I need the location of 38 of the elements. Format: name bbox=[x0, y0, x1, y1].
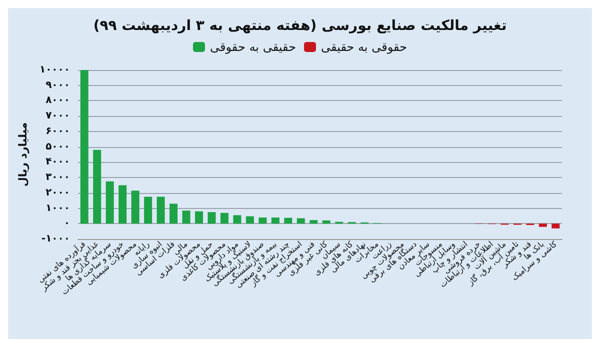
chart-title: تغییر مالکیت صنایع بورسی (هفته منتهی به ۳ اردیبهشت ۹۹) bbox=[93, 18, 507, 34]
y-tick-label: ۴۰۰۰ bbox=[46, 156, 70, 168]
y-axis-title: میلیارد ریال bbox=[16, 122, 30, 187]
y-tick-label: ۶۰۰۰ bbox=[46, 126, 70, 137]
bar bbox=[246, 216, 254, 224]
bar bbox=[322, 220, 330, 224]
y-tick-label: ۵۰۰۰ bbox=[46, 141, 70, 152]
bar bbox=[106, 181, 114, 224]
bar bbox=[182, 210, 190, 224]
bar bbox=[220, 212, 228, 224]
bar bbox=[195, 211, 203, 224]
y-tick-label: ۱۰۰۰۰ bbox=[39, 64, 70, 76]
bar bbox=[80, 70, 88, 224]
y-tick-label: ۷۰۰۰ bbox=[46, 110, 70, 122]
y-tick-label: ۸۰۰۰ bbox=[46, 95, 70, 106]
bar bbox=[296, 218, 305, 224]
bar bbox=[144, 196, 152, 224]
bar bbox=[156, 196, 165, 224]
y-tick-label: -۱۰۰۰ bbox=[41, 234, 70, 244]
bar bbox=[538, 224, 547, 227]
bar bbox=[284, 218, 292, 224]
y-tick-label: ۹۰۰۰ bbox=[46, 80, 70, 91]
bar bbox=[310, 220, 318, 224]
y-tick-label: ۳۰۰۰ bbox=[46, 172, 70, 184]
y-tick-label: ۱۰۰۰ bbox=[46, 202, 70, 214]
bar bbox=[208, 212, 216, 224]
bar bbox=[118, 185, 127, 224]
bar bbox=[271, 217, 280, 224]
bar bbox=[170, 204, 178, 224]
bar bbox=[233, 215, 242, 224]
bar bbox=[258, 217, 267, 224]
bar bbox=[552, 224, 560, 228]
bar bbox=[131, 190, 140, 224]
y-tick-label: ۲۰۰۰ bbox=[46, 187, 70, 198]
y-tick-label: ۰ bbox=[64, 218, 70, 230]
bar bbox=[93, 150, 102, 224]
legend-label: حقیقی به حقوقی bbox=[210, 40, 296, 54]
legend-label: حقوقی به حقیقی bbox=[321, 40, 408, 54]
